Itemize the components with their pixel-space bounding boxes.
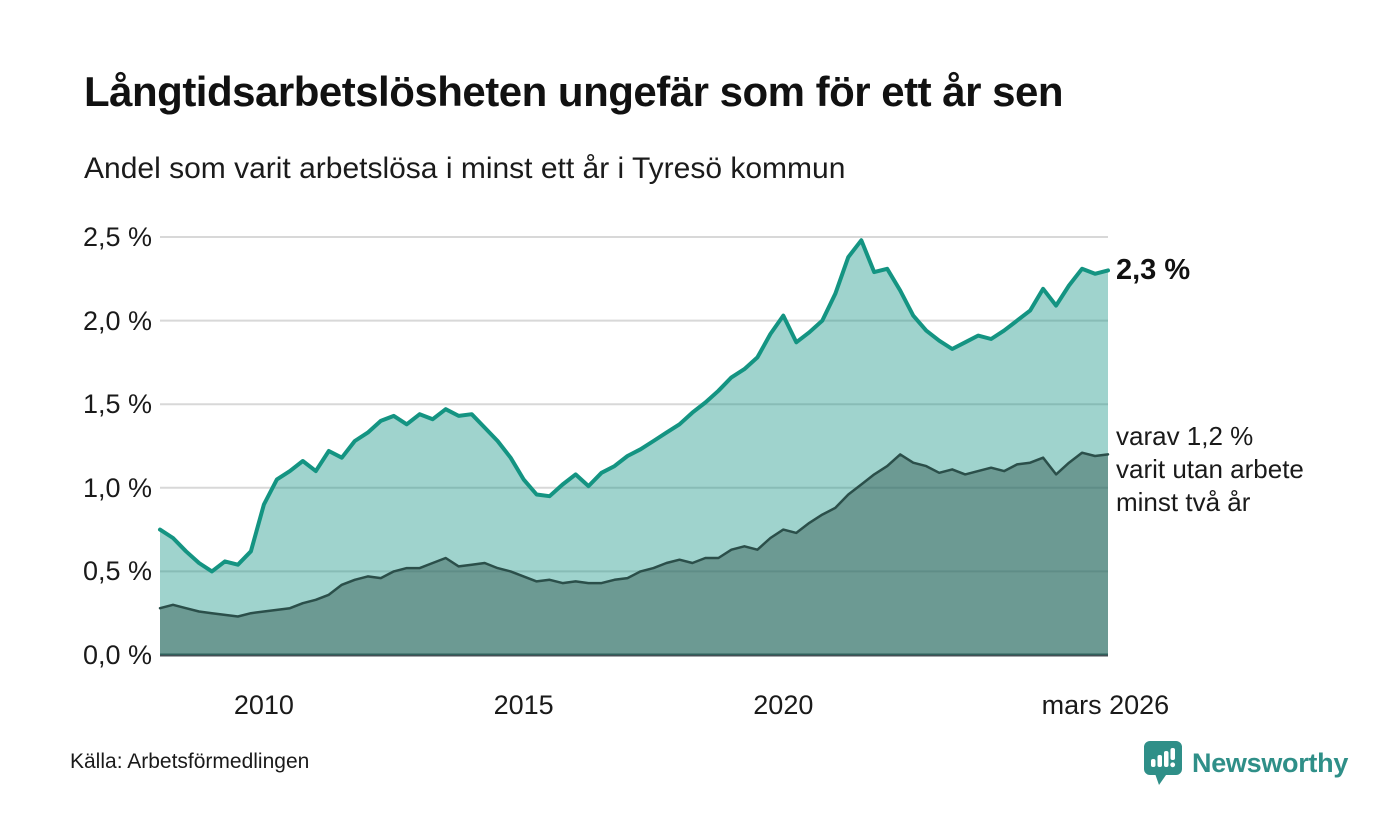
- x-axis-tick-label: 2020: [753, 690, 814, 720]
- series-area-1: [160, 452, 1108, 655]
- two-year-annotation: varav 1,2 % varit utan arbete minst två …: [1116, 420, 1304, 519]
- y-axis-tick-label: 0,0 %: [82, 640, 152, 670]
- newsworthy-wordmark: Newsworthy: [1192, 747, 1349, 778]
- chart-title: Långtidsarbetslösheten ungefär som för e…: [84, 68, 1064, 115]
- source-text: Källa: Arbetsförmedlingen: [70, 750, 310, 773]
- x-axis-tick-label: 2010: [233, 690, 294, 720]
- two-year-annotation-line3: minst två år: [1116, 487, 1251, 517]
- newsworthy-pin-icon: [1144, 741, 1182, 785]
- series-line-1: [158, 451, 1110, 618]
- two-year-annotation-line1: varav 1,2 %: [1116, 421, 1254, 451]
- y-axis-tick-label: 0,5 %: [82, 556, 152, 587]
- gridlines: [160, 236, 1108, 657]
- x-axis-tick-label: 2015: [493, 690, 554, 720]
- chart-series: [158, 238, 1110, 656]
- series-area-0: [160, 240, 1108, 656]
- chart-subtitle: Andel som varit arbetslösa i minst ett å…: [84, 152, 846, 185]
- y-axis-tick-label: 1,5 %: [82, 389, 152, 420]
- newsworthy-logo: Newsworthy: [1143, 740, 1348, 786]
- series-line-0: [158, 238, 1110, 574]
- y-axis-tick-label: 2,0 %: [82, 305, 152, 336]
- two-year-annotation-line2: varit utan arbete: [1116, 454, 1304, 484]
- y-axis-tick-label: 2,5 %: [82, 222, 152, 252]
- end-value-annotation: 2,3 %: [1116, 254, 1191, 286]
- y-axis-tick-label: 1,0 %: [82, 472, 152, 503]
- x-axis-tick-label: mars 2026: [1041, 690, 1170, 720]
